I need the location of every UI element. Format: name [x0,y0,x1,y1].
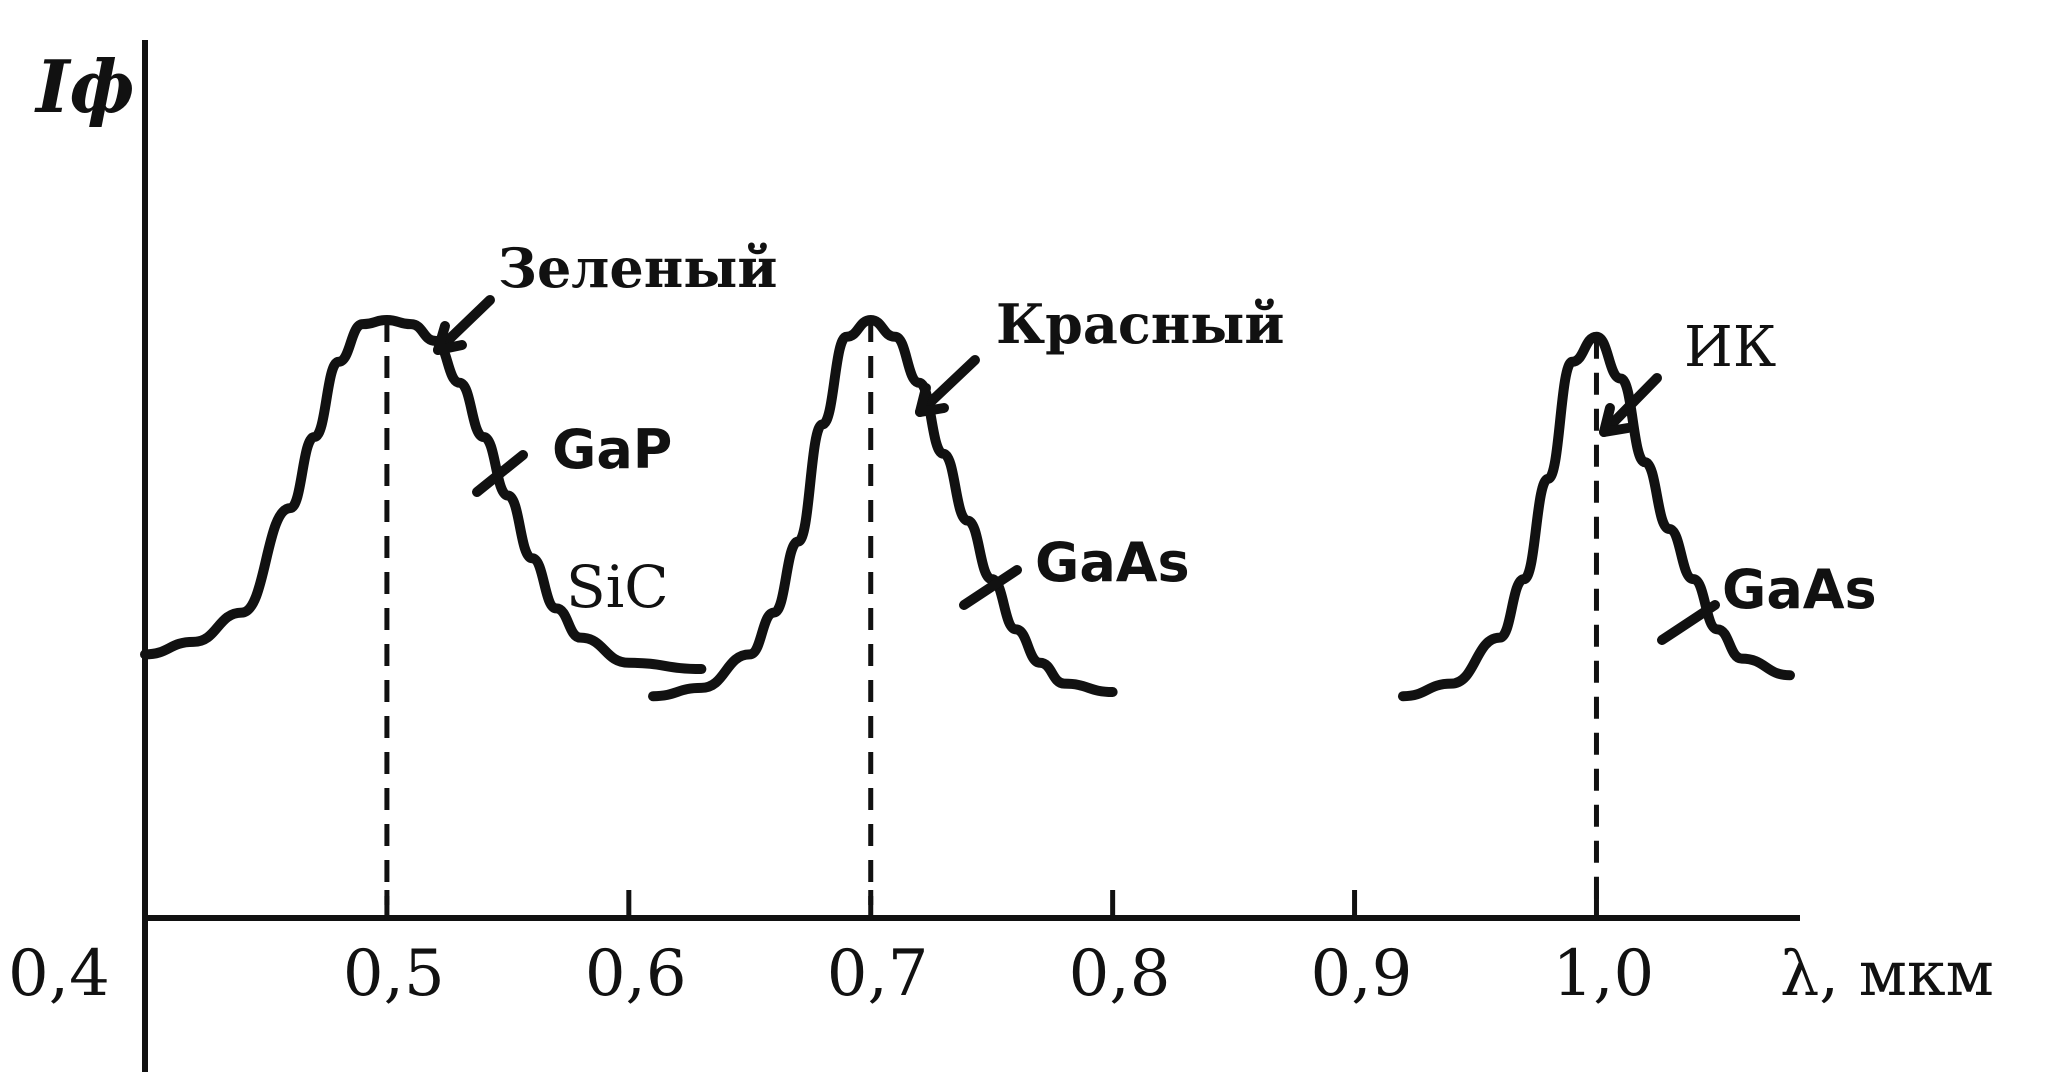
x-tick-label: 0,8 [1069,937,1171,1011]
arrow-red-head [915,383,949,417]
arrow-ir-head [1599,403,1633,437]
annotations: Зеленый Красный ИК GaP SiC GaAs GaAs Iф … [34,44,1994,1010]
x-axis-label: λ, мкм [1780,937,1994,1010]
x-tick-label: 1,0 [1552,937,1654,1011]
arrow-ir [1599,373,1662,437]
label-ir: ИК [1684,315,1776,380]
arrow-green-head [433,321,467,355]
x-tick-label: 0,9 [1311,937,1413,1011]
curve-1 [648,315,1118,702]
x-tick-label: 0,6 [585,937,687,1011]
label-sic: SiC [566,553,669,621]
x-tick-label: 0,7 [827,937,929,1011]
x-tick-labels: 0,4 0,5 0,6 0,7 0,8 0,9 1,0 [8,937,1654,1011]
emission-curves [140,315,1795,702]
label-green: Зеленый [498,236,777,300]
pointer-gaas-red [959,565,1022,610]
arrow-red [915,355,980,417]
label-gaas-red: GaAs [1035,531,1190,594]
pointer-gap [472,450,528,497]
y-axis-label: Iф [34,44,135,129]
x-tick-label: 0,4 [8,937,110,1011]
label-gap: GaP [552,418,672,481]
curve-0 [140,315,707,675]
peak-markers [384,320,1599,905]
pointer-gaas-ir [1657,600,1720,645]
x-tick-label: 0,5 [343,937,445,1011]
label-red: Красный [996,292,1284,356]
arrow-green [433,295,495,355]
axes [142,40,1800,1072]
label-gaas-ir: GaAs [1722,558,1877,621]
